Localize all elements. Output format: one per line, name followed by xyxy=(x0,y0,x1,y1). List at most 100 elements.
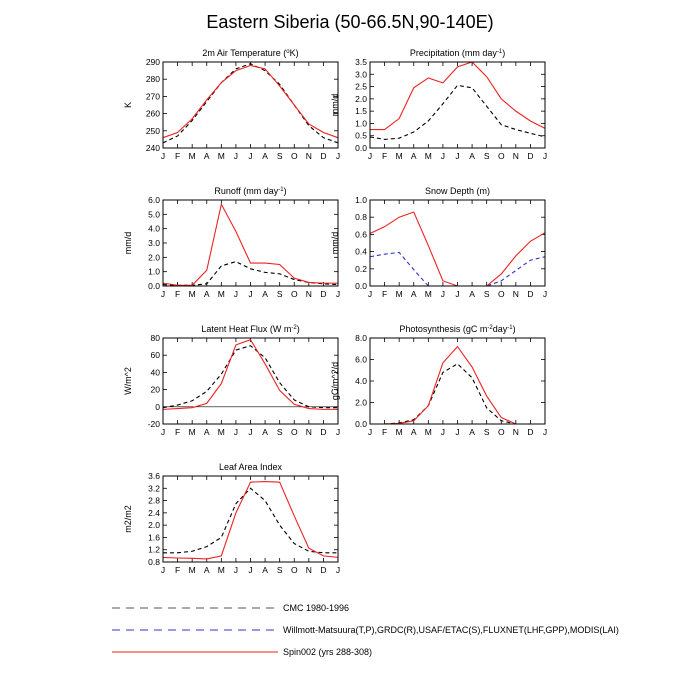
y-tick-label: 2.5 xyxy=(355,82,367,92)
x-tick-label: J xyxy=(248,427,252,437)
x-tick-label: N xyxy=(306,565,312,575)
x-tick-label: M xyxy=(218,289,225,299)
x-tick-label: J xyxy=(441,289,445,299)
y-tick-label: 260 xyxy=(146,109,160,119)
panel-5: Photosynthesis (gC m-2day-1) gC/m^2/d 0.0 2… xyxy=(330,324,547,437)
x-tick-label: M xyxy=(189,289,196,299)
x-tick-label: O xyxy=(498,151,505,161)
x-tick-label: J xyxy=(455,289,459,299)
panel-3: Snow Depth (m)mm/d0.00.20.40.60.81.0J F M A… xyxy=(330,186,547,299)
x-tick-label: J xyxy=(336,427,340,437)
panel-title: Runoff (mm day-1) xyxy=(214,186,286,196)
panel-title-sup: -2 xyxy=(291,325,297,331)
x-tick-label: F xyxy=(175,289,180,299)
x-tick-label: J xyxy=(441,427,445,437)
x-tick-label: S xyxy=(484,151,490,161)
x-tick-label: J xyxy=(248,289,252,299)
panel-title-tail: K) xyxy=(290,48,299,58)
panel-title-tail: day xyxy=(493,324,508,334)
panel-title-text: Precipitation (mm day xyxy=(410,48,498,58)
x-tick-label: N xyxy=(513,151,519,161)
panel-title-text: Latent Heat Flux (W m xyxy=(201,324,291,334)
x-tick-label: J xyxy=(234,151,238,161)
legend-label-cmc: CMC 1980-1996 xyxy=(283,603,349,613)
x-tick-label: A xyxy=(469,427,475,437)
x-tick-label: A xyxy=(262,289,268,299)
y-tick-label: 6.0 xyxy=(355,355,367,365)
y-tick-label: 3.2 xyxy=(148,483,160,493)
y-tick-label: 3.0 xyxy=(355,69,367,79)
panel-title-text: Snow Depth (m) xyxy=(425,186,490,196)
x-tick-label: O xyxy=(498,427,505,437)
panel-title: Latent Heat Flux (W m-2) xyxy=(201,324,299,334)
x-tick-label: M xyxy=(425,151,432,161)
x-tick-label: J xyxy=(368,151,372,161)
x-tick-label: A xyxy=(204,151,210,161)
y-tick-label: 40 xyxy=(151,367,161,377)
x-tick-label: J xyxy=(234,427,238,437)
y-tick-label: 0.0 xyxy=(355,419,367,429)
y-tick-label: 3.5 xyxy=(355,57,367,67)
y-tick-label: 2.8 xyxy=(148,496,160,506)
x-tick-label: N xyxy=(306,151,312,161)
x-tick-label: S xyxy=(484,427,490,437)
legend: CMC 1980-1996 Willmott-Matsuura(T,P),GRDC… xyxy=(112,603,619,657)
y-tick-label: -20 xyxy=(148,419,161,429)
y-tick-label: 20 xyxy=(151,385,161,395)
series-line-spin xyxy=(370,345,545,425)
y-tick-label: 60 xyxy=(151,350,161,360)
series-line-spin xyxy=(162,339,338,410)
x-tick-label: J xyxy=(161,427,165,437)
x-tick-label: D xyxy=(320,289,326,299)
x-tick-label: F xyxy=(382,427,387,437)
x-tick-label: J xyxy=(234,565,238,575)
panel-title: Snow Depth (m) xyxy=(425,186,490,196)
x-tick-label: D xyxy=(527,289,533,299)
x-tick-label: F xyxy=(175,151,180,161)
x-tick-label: S xyxy=(277,151,283,161)
y-tick-label: 2.4 xyxy=(148,508,160,518)
panel-title-text: Leaf Area Index xyxy=(219,462,283,472)
y-axis-label: gC/m^2/d xyxy=(330,362,340,400)
plot-frame xyxy=(369,199,546,287)
panel-title-text: Runoff (mm day xyxy=(214,186,278,196)
plot-frame xyxy=(162,199,339,287)
x-tick-label: S xyxy=(484,289,490,299)
x-tick-label: A xyxy=(204,289,210,299)
y-tick-label: 4.0 xyxy=(148,224,160,234)
x-tick-label: M xyxy=(396,427,403,437)
panel-title-tail: ) xyxy=(284,186,287,196)
series-line-cmc xyxy=(162,261,339,286)
panel-title: Leaf Area Index xyxy=(219,462,283,472)
series-line-spin xyxy=(162,480,339,560)
y-tick-label: 6.0 xyxy=(148,195,160,205)
y-tick-label: 8.0 xyxy=(355,333,367,343)
y-tick-label: 3.0 xyxy=(148,238,160,248)
x-tick-label: J xyxy=(455,151,459,161)
panel-title-text: 2m Air Temperature ( xyxy=(202,48,286,58)
y-tick-label: 0.8 xyxy=(148,557,160,567)
y-axis-label: mm/d xyxy=(123,232,133,255)
series-line-cmc xyxy=(162,63,339,144)
panel-title: Photosynthesis (gC m-2day-1) xyxy=(399,324,515,334)
plot-frame xyxy=(369,61,546,149)
figure-title: Eastern Siberia (50-66.5N,90-140E) xyxy=(206,12,493,32)
y-tick-label: 1.0 xyxy=(148,267,160,277)
y-axis-label: W/m^2 xyxy=(123,367,133,395)
x-tick-label: A xyxy=(469,289,475,299)
x-tick-label: A xyxy=(262,151,268,161)
series-line-cmc xyxy=(369,84,546,140)
panel-title-tail2: ) xyxy=(513,324,516,334)
plot-frame xyxy=(162,337,339,425)
y-tick-label: 240 xyxy=(146,143,160,153)
x-tick-label: M xyxy=(189,565,196,575)
x-tick-label: O xyxy=(291,565,298,575)
series-line-obs xyxy=(369,251,546,287)
series-line-spin xyxy=(162,64,339,139)
x-tick-label: D xyxy=(320,427,326,437)
series-line-spin xyxy=(370,61,546,131)
y-tick-label: 2.0 xyxy=(355,398,367,408)
y-tick-label: 280 xyxy=(146,74,160,84)
y-tick-label: 250 xyxy=(146,126,160,136)
x-tick-label: D xyxy=(527,427,533,437)
